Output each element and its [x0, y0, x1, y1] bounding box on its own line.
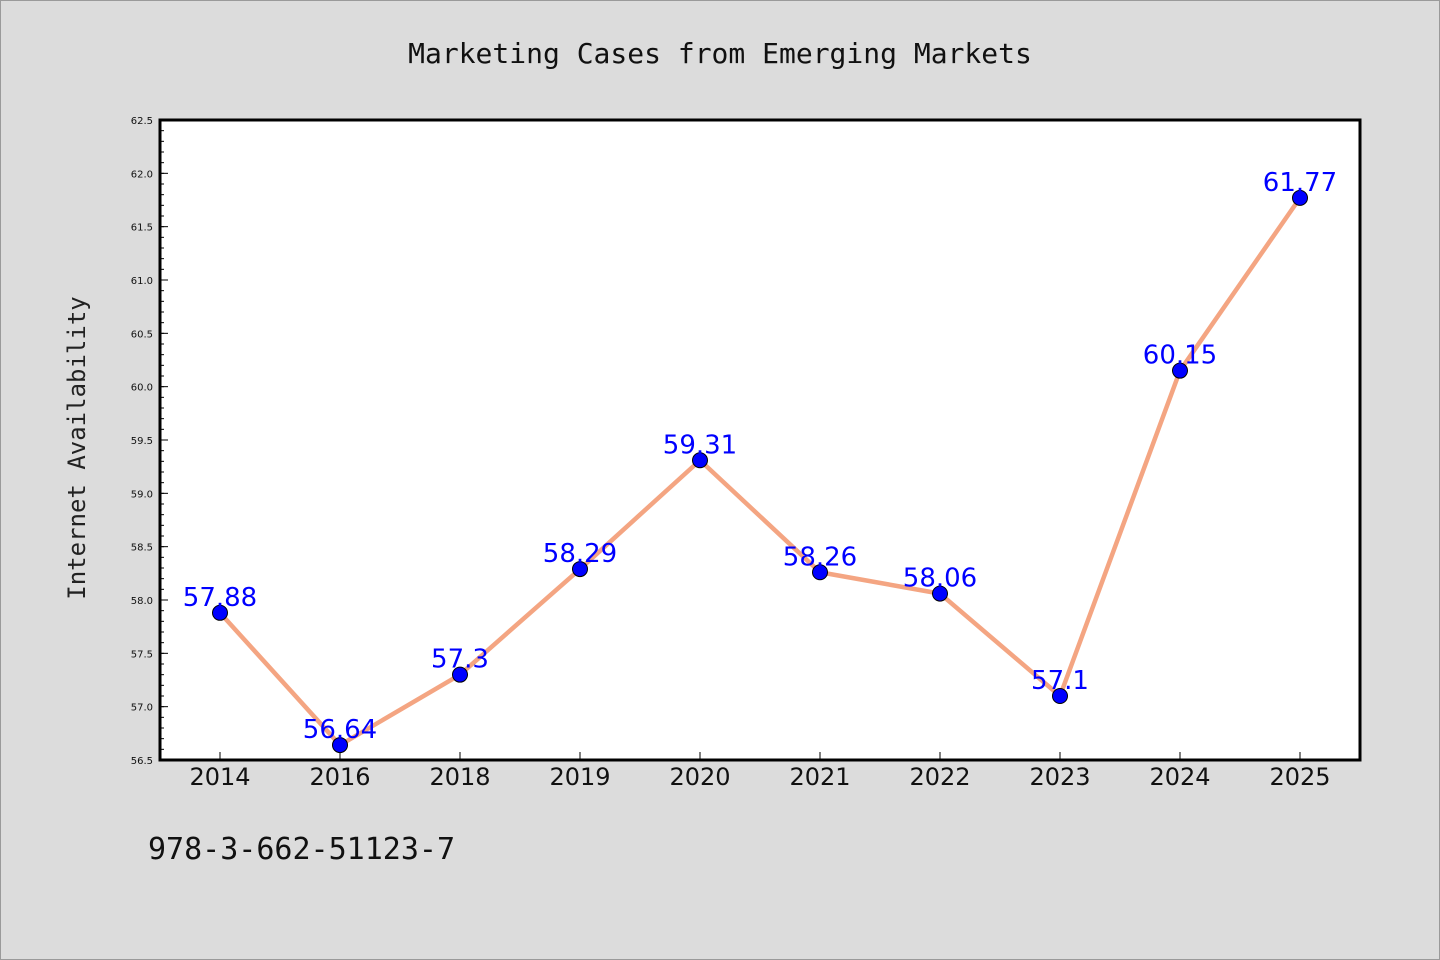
- y-tick-label: 58.5: [131, 543, 153, 554]
- y-tick-label: 57.5: [131, 649, 153, 660]
- y-tick-label: 61.0: [131, 276, 153, 287]
- data-label: 61.77: [1263, 168, 1337, 198]
- data-label: 57.3: [431, 645, 489, 675]
- x-tick-label: 2018: [429, 763, 490, 791]
- y-axis-label: Internet Availability: [63, 296, 91, 599]
- x-tick-label: 2019: [549, 763, 610, 791]
- data-point: [212, 604, 228, 621]
- x-tick-label: 2024: [1149, 763, 1210, 791]
- data-point: [1172, 362, 1188, 379]
- data-label: 57.1: [1031, 666, 1089, 696]
- y-tick-label: 61.5: [131, 223, 153, 234]
- y-tick-label: 62.5: [131, 116, 153, 127]
- data-label: 59.31: [663, 430, 737, 460]
- chart-title: Marketing Cases from Emerging Markets: [408, 37, 1032, 70]
- data-point: [332, 737, 348, 754]
- y-tick-label: 59.5: [131, 436, 153, 447]
- x-tick-label: 2025: [1269, 763, 1330, 791]
- x-tick-label: 2021: [789, 763, 850, 791]
- data-label: 58.29: [543, 539, 617, 569]
- y-tick-label: 58.0: [131, 596, 153, 607]
- x-tick-label: 2023: [1029, 763, 1090, 791]
- y-tick-label: 56.5: [131, 756, 153, 767]
- x-axis-ticks: 2014 2016 2018 2019 2020 2021 2022 2023 2024 2025: [189, 752, 1331, 791]
- data-point: [572, 561, 588, 578]
- data-labels: 57.88 56.64 57.3 58.29 59.31 58.26 58.06 57.1 60…: [183, 168, 1337, 745]
- y-tick-label: 60.5: [131, 329, 153, 340]
- data-point: [932, 585, 948, 602]
- footnote-isbn: 978-3-662-51123-7: [148, 832, 456, 867]
- data-label: 58.06: [903, 564, 977, 594]
- x-tick-label: 2020: [669, 763, 730, 791]
- y-tick-label: 57.0: [131, 703, 153, 714]
- data-point: [692, 452, 708, 469]
- y-tick-label: 60.0: [131, 383, 153, 394]
- data-markers: [212, 189, 1308, 754]
- y-tick-label: 59.0: [131, 489, 153, 500]
- data-label: 57.88: [183, 583, 257, 613]
- data-point: [452, 666, 468, 683]
- plot-area: [158, 118, 1362, 762]
- data-label: 56.64: [303, 715, 377, 745]
- x-tick-label: 2016: [309, 763, 370, 791]
- data-label: 60.15: [1143, 341, 1217, 371]
- data-label: 58.26: [783, 542, 857, 572]
- data-point: [1292, 189, 1308, 206]
- data-point: [1052, 688, 1068, 704]
- x-tick-label: 2022: [909, 763, 970, 791]
- series-line: [218, 196, 1302, 748]
- x-tick-label: 2014: [189, 763, 250, 791]
- y-axis-ticks: 56.5 57.0 57.5 58.0 58.5 59.0 59.5 60.0 60.5 61.0…: [131, 116, 168, 767]
- y-tick-label: 62.0: [131, 169, 153, 180]
- data-point: [812, 564, 828, 581]
